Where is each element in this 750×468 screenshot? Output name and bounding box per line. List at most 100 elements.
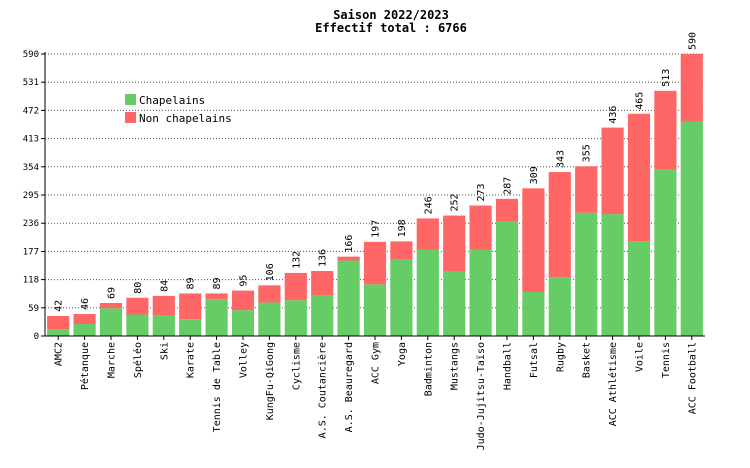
bar-total-label: 273 (476, 183, 487, 201)
category-label: Basket (582, 342, 593, 378)
bar-non-chapelains (152, 295, 175, 316)
bar-total-label: 252 (450, 193, 461, 211)
category-label: ACC Football (687, 342, 698, 414)
category-label: Voile (635, 342, 646, 372)
bar-non-chapelains (231, 290, 255, 311)
bar-total-label: 166 (344, 235, 355, 253)
category-label: Futsal (529, 342, 540, 378)
bar-total-label: 465 (635, 92, 646, 110)
bar-total-label: 198 (397, 219, 408, 237)
bar-total-label: 106 (265, 263, 276, 281)
bar-total-label: 95 (239, 275, 250, 287)
category-label: Karate (186, 342, 197, 378)
bar-chapelains (548, 277, 571, 336)
category-label: A.S. Coutancière (317, 342, 329, 438)
bar-chapelains (311, 295, 334, 336)
category-label: A.S. Beauregard (344, 342, 355, 432)
y-tick-label: 354 (23, 163, 39, 173)
category-label: AMC2 (54, 342, 65, 366)
category-label: Yoga (397, 342, 408, 366)
bar-chapelains (231, 310, 255, 336)
bar-non-chapelains (179, 293, 202, 320)
bar-chapelains (258, 302, 281, 336)
category-label: KungFu-QiGong (265, 342, 276, 420)
category-label: Mustangs (450, 342, 461, 390)
bar-chapelains (126, 314, 149, 336)
bar-chapelains (284, 300, 307, 336)
bars (47, 54, 703, 336)
bar-total-label: 343 (555, 150, 566, 168)
bar-total-label: 287 (503, 177, 514, 195)
bar-total-label: 246 (423, 196, 434, 214)
bar-total-label: 355 (582, 144, 593, 162)
y-tick-label: 59 (28, 304, 39, 314)
bar-chapelains (443, 270, 466, 336)
labels: AMC2 42 Pétanque 46 Marche 69 Spéléo 80 Ski 84 Kar… (54, 32, 699, 450)
bar-non-chapelains (311, 270, 334, 296)
bar-non-chapelains (258, 285, 281, 303)
bar-chapelains (152, 315, 175, 336)
bar-non-chapelains (73, 314, 96, 325)
bar-total-label: 42 (54, 300, 65, 312)
y-tick-label: 0 (34, 332, 39, 342)
bar-non-chapelains (495, 198, 519, 222)
bar-non-chapelains (126, 297, 149, 315)
category-label: Cyclisme (291, 342, 302, 390)
bar-non-chapelains (469, 205, 492, 250)
axes: 0 59 118 177 236 295 354 413 472 531 590 (23, 50, 705, 342)
y-tick-label: 472 (23, 106, 39, 116)
category-label: Marche (107, 342, 118, 378)
category-label: Tennis (661, 342, 672, 378)
chart-subtitle: Effectif total : 6766 (315, 21, 467, 35)
category-label: Ski (159, 342, 170, 360)
bar-total-label: 590 (687, 32, 698, 50)
bar-total-label: 132 (291, 251, 302, 269)
bar-total-label: 513 (661, 69, 672, 87)
y-tick-label: 118 (23, 276, 39, 286)
category-label: Handball (503, 342, 514, 390)
bar-chapelains (99, 308, 123, 336)
bar-total-label: 69 (107, 287, 118, 299)
bar-chapelains (627, 241, 651, 336)
bar-chapelains (654, 169, 677, 336)
bar-total-label: 136 (318, 249, 329, 267)
bar-chapelains (416, 249, 439, 336)
bar-total-label: 436 (608, 106, 619, 124)
bar-chapelains (601, 214, 624, 336)
bar-chapelains (469, 249, 492, 336)
bar-chapelains (680, 121, 703, 336)
y-tick-label: 531 (23, 78, 39, 88)
bar-chapelains (575, 212, 598, 336)
chart-title: Saison 2022/2023 (333, 8, 449, 22)
bar-chapelains (390, 259, 413, 336)
bar-total-label: 89 (186, 277, 197, 289)
bar-non-chapelains (47, 315, 70, 330)
bar-non-chapelains (443, 215, 466, 271)
bar-chapelains (522, 292, 545, 336)
category-label: Tennis de Table (212, 342, 223, 432)
bar-non-chapelains (654, 90, 677, 170)
bar-non-chapelains (575, 166, 598, 213)
y-tick-label: 590 (23, 50, 39, 60)
bar-chapelains (73, 324, 96, 336)
y-tick-label: 177 (23, 247, 39, 257)
legend-label-non-chapelains: Non chapelains (139, 112, 232, 125)
bar-total-label: 89 (212, 277, 223, 289)
category-label: Spéléo (132, 342, 144, 378)
legend: Chapelains Non chapelains (125, 94, 232, 125)
y-tick-label: 295 (23, 191, 39, 201)
bar-chapelains (179, 319, 202, 336)
bar-chapelains (495, 221, 519, 336)
bar-total-label: 80 (133, 282, 144, 294)
bar-non-chapelains (284, 272, 307, 301)
bar-chapelains (205, 299, 228, 336)
bar-chapelains (363, 284, 387, 336)
bar-total-label: 309 (529, 166, 540, 184)
category-label: Judo-Jujitsu-Taïso (476, 342, 487, 450)
bar-non-chapelains (205, 293, 228, 300)
category-label: Rugby (555, 342, 566, 372)
bar-chapelains (47, 329, 70, 336)
bar-non-chapelains (680, 54, 703, 122)
